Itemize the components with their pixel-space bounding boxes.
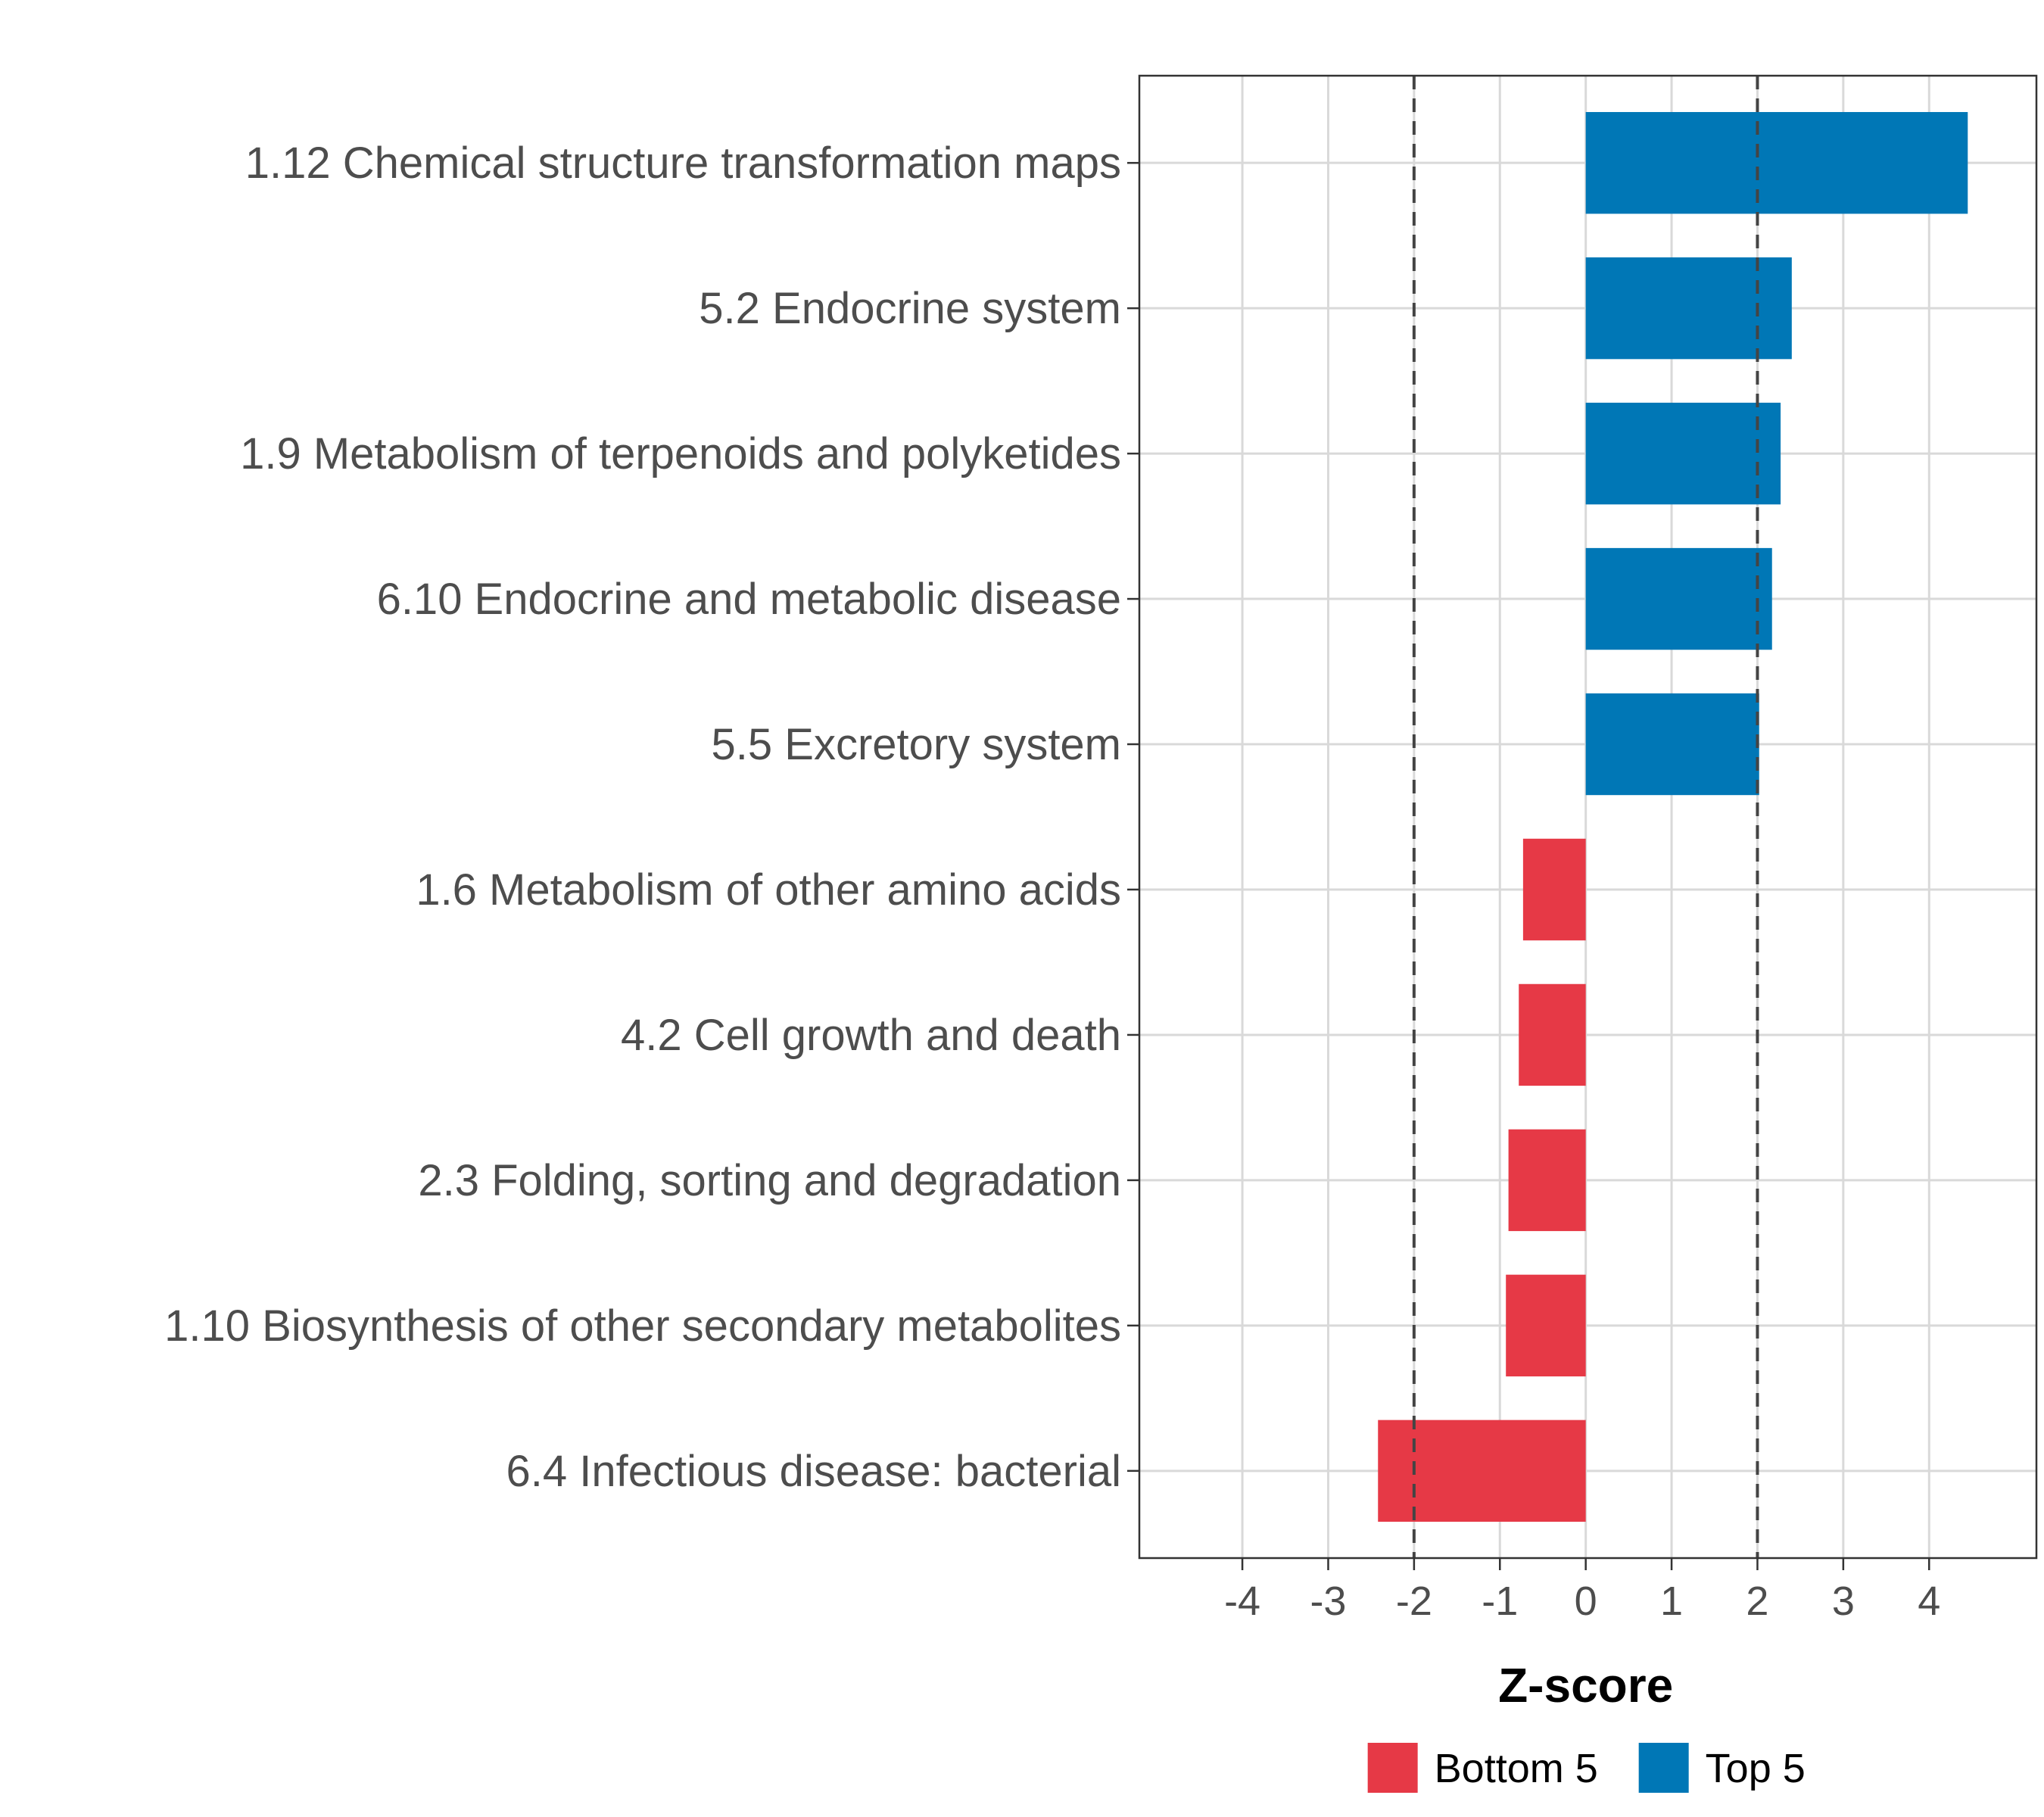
category-label: 1.9 Metabolism of terpenoids and polyket… [240,429,1121,478]
legend-swatch-2 [1638,1743,1689,1793]
bar-bottom-10 [1378,1420,1586,1522]
legend: Bottom 5 Top 5 [1367,1743,1806,1793]
x-tick-label: 2 [1746,1579,1768,1624]
x-tick-label: 3 [1832,1579,1855,1624]
category-label: 5.2 Endocrine system [699,284,1121,333]
x-axis-title: Z-score [1498,1658,1673,1713]
bars [1378,111,1968,1522]
category-label: 2.3 Folding, sorting and degradation [418,1156,1121,1205]
bar-top-3 [1585,402,1781,505]
reference-lines [1412,76,1759,1558]
bar-bottom-7 [1519,983,1586,1086]
bar-top-2 [1585,257,1792,360]
plot-panel-border [1138,74,2038,1560]
x-tick-label: -4 [1224,1579,1260,1624]
category-label: 5.5 Excretory system [712,720,1121,769]
bar-bottom-8 [1508,1129,1586,1232]
legend-swatch-1 [1367,1743,1418,1793]
bar-top-4 [1585,547,1772,650]
bar-top-1 [1585,111,1968,214]
x-axis: -4 -3 -2 -1 0 1 2 3 4 [1224,1558,1940,1624]
legend-label: Bottom 5 [1435,1746,1598,1791]
category-label: 6.10 Endocrine and metabolic disease [377,575,1121,624]
legend-label: Top 5 [1706,1746,1806,1791]
bar-bottom-9 [1506,1274,1586,1377]
x-tick-label: -2 [1396,1579,1432,1624]
category-label: 1.12 Chemical structure transformation m… [245,139,1121,188]
x-tick-label: 1 [1660,1579,1683,1624]
category-label: 1.10 Biosynthesis of other secondary met… [164,1301,1121,1351]
category-label: 6.4 Infectious disease: bacterial [506,1447,1121,1496]
x-tick-label: -1 [1482,1579,1518,1624]
x-tick-label: -3 [1310,1579,1346,1624]
x-tick-label: 4 [1918,1579,1940,1624]
category-label: 4.2 Cell growth and death [621,1011,1121,1060]
category-label: 1.6 Metabolism of other amino acids [416,865,1121,915]
y-axis: 1.12 Chemical structure transformation m… [164,139,1139,1496]
bar-top-5 [1585,693,1759,796]
bar-bottom-6 [1522,838,1586,941]
x-tick-label: 0 [1575,1579,1597,1624]
